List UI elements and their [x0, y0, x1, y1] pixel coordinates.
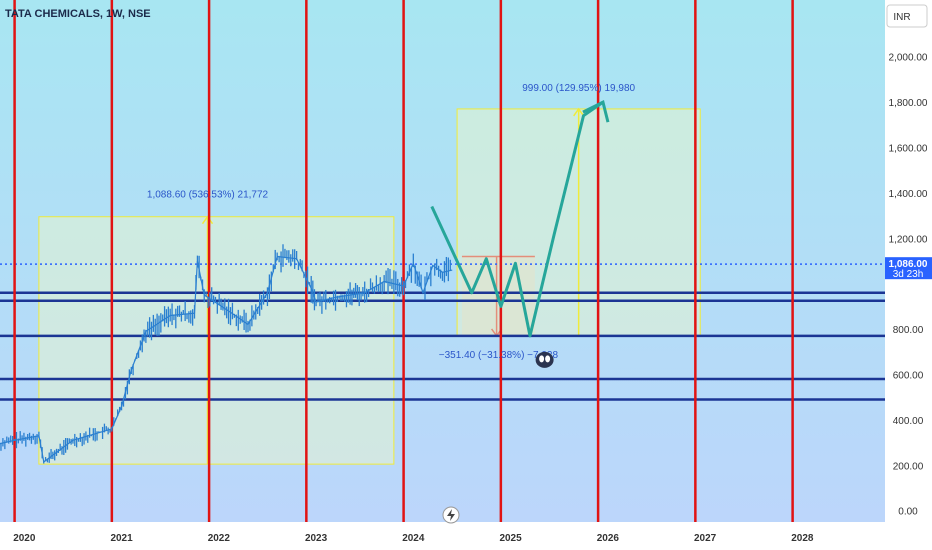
x-tick-label: 2028	[791, 533, 814, 544]
y-tick-label: 2,000.00	[889, 53, 928, 64]
x-tick-label: 2022	[208, 533, 231, 544]
historical-price-line	[0, 255, 453, 463]
currency-button-box[interactable]	[886, 4, 928, 28]
bar-countdown: 3d 23h	[893, 269, 924, 280]
alien-icon-head	[535, 351, 554, 368]
y-tick-label: 1,800.00	[889, 98, 928, 109]
y-tick-label: 1,200.00	[889, 234, 928, 245]
alien-icon[interactable]	[535, 351, 554, 368]
x-tick-label: 2023	[305, 533, 328, 544]
y-tick-label: 600.00	[893, 370, 924, 381]
x-tick-label: 2024	[402, 533, 425, 544]
alien-icon-eye	[545, 355, 551, 363]
current-price-badge	[885, 257, 932, 280]
alien-icon-eye	[539, 355, 545, 363]
projection-path[interactable]	[430, 100, 604, 338]
current-price-value: 1,086.00	[889, 259, 928, 270]
y-tick-label: 800.00	[893, 325, 924, 336]
y-tick-label: 0.00	[898, 507, 918, 518]
y-tick-label: 1,600.00	[889, 144, 928, 155]
top-measure-label: 999.00 (129.95%) 19,980	[522, 83, 635, 94]
chart-title: TATA CHEMICALS, 1W, NSE	[5, 8, 151, 20]
x-tick-label: 2020	[13, 533, 36, 544]
y-tick-label: 1,400.00	[889, 189, 928, 200]
currency-button-label[interactable]: INR	[893, 12, 910, 23]
measure-box[interactable]	[38, 216, 395, 465]
flash-icon[interactable]	[442, 506, 460, 524]
left-measure-label: 1,088.60 (536.53%) 21,772	[147, 190, 269, 201]
y-tick-label: 200.00	[893, 461, 924, 472]
x-tick-label: 2027	[694, 533, 717, 544]
projection-arrow-head	[582, 99, 610, 123]
x-tick-label: 2026	[597, 533, 620, 544]
currency-button[interactable]: INR	[886, 4, 928, 28]
bottom-measure-label: −351.40 (−31.38%) −7,028	[439, 350, 559, 361]
x-tick-label: 2021	[110, 533, 133, 544]
measure-arrow-head	[573, 107, 585, 117]
flash-icon-glyph	[447, 509, 455, 521]
time-axis-panel	[0, 522, 885, 550]
y-tick-label: 400.00	[893, 416, 924, 427]
x-tick-label: 2025	[499, 533, 522, 544]
measure-arrow-head	[201, 215, 214, 225]
